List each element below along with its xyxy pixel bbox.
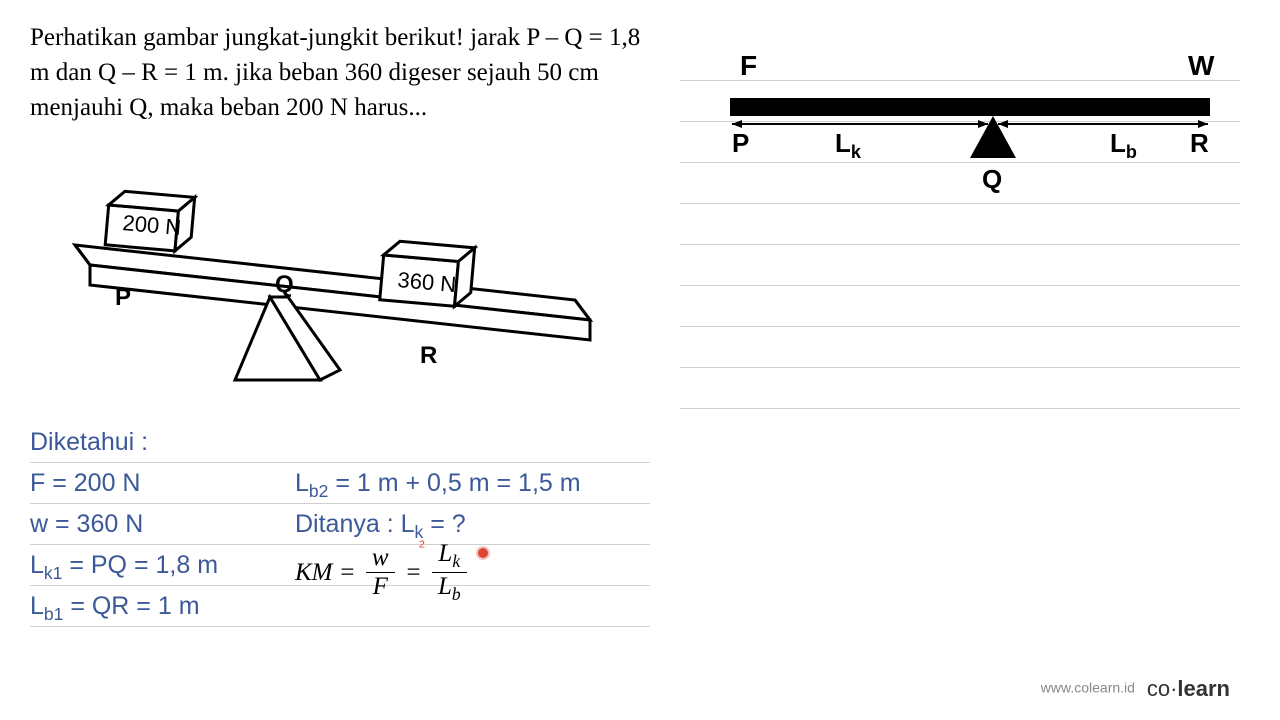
problem-statement: Perhatikan gambar jungkat-jungkit beriku… <box>30 20 650 125</box>
seesaw-illustration: 200 N 360 N P Q R <box>40 185 600 395</box>
formula-km: KM = w F = Lk Lb <box>295 545 695 600</box>
asked-line: Ditanya : Lk₂ = ? <box>295 504 695 545</box>
force-w-label: W <box>1188 50 1215 81</box>
box-200n-label: 200 N <box>122 210 183 240</box>
lever-q-label: Q <box>982 164 1002 194</box>
point-q-label: Q <box>275 271 294 298</box>
lever-lk-label: Lk <box>835 128 862 162</box>
solution-col2: Lb2 = 1 m + 0,5 m = 1,5 m Ditanya : Lk₂ … <box>295 422 695 600</box>
known-lb2: Lb2 = 1 m + 0,5 m = 1,5 m <box>295 463 695 504</box>
lever-lb-label: Lb <box>1110 128 1137 162</box>
lever-r-label: R <box>1190 128 1209 158</box>
lever-diagram: F W P Lk Q Lb R <box>710 50 1230 210</box>
watermark-url: www.colearn.id <box>1041 680 1135 696</box>
point-r-label: R <box>420 342 437 369</box>
point-p-label: P <box>115 284 131 311</box>
box-360n-label: 360 N <box>397 267 458 297</box>
cursor-indicator <box>478 548 488 558</box>
lever-p-label: P <box>732 128 749 158</box>
brand-logo: co·learn <box>1147 676 1230 702</box>
force-f-label: F <box>740 50 757 81</box>
watermark: www.colearn.id co·learn <box>1041 676 1230 702</box>
